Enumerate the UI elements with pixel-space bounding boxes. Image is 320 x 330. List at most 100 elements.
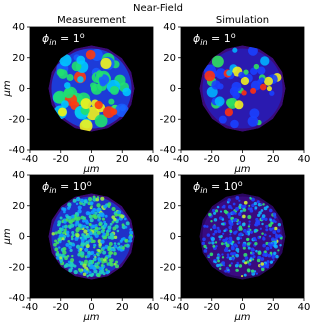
speckle	[248, 262, 252, 266]
speckle	[71, 243, 74, 246]
speckle	[89, 264, 94, 268]
speckle	[225, 98, 235, 107]
speckle	[57, 107, 67, 117]
annotation: ϕin = 10o	[42, 179, 92, 195]
speckle	[102, 232, 106, 237]
speckle	[238, 203, 242, 207]
speckle	[249, 259, 252, 262]
speckle	[96, 207, 101, 213]
speckle	[105, 270, 109, 275]
speckle	[238, 225, 243, 230]
speckle	[63, 220, 67, 224]
speckle	[248, 220, 251, 223]
speckle	[242, 243, 246, 248]
speckle	[53, 242, 57, 247]
speckle	[79, 247, 83, 251]
annotation: ϕin = 1o	[193, 31, 236, 47]
speckle	[111, 220, 115, 224]
speckle	[85, 49, 96, 60]
speckle	[115, 260, 119, 264]
speckle	[100, 264, 104, 267]
speckle	[270, 237, 275, 242]
speckle	[107, 205, 111, 208]
speckle	[73, 270, 78, 275]
speckle	[216, 226, 220, 230]
speckle	[250, 67, 258, 75]
speckle	[66, 74, 74, 82]
speckle	[210, 220, 213, 223]
y-tick-label: 40	[163, 170, 176, 181]
speckle	[255, 249, 258, 253]
speckle	[56, 250, 59, 254]
speckle	[254, 223, 257, 227]
speckle	[228, 219, 232, 223]
speckle	[117, 210, 122, 215]
speckle	[252, 236, 257, 241]
speckle	[222, 232, 225, 235]
speckle	[269, 218, 273, 222]
speckle	[247, 269, 251, 273]
speckle	[115, 264, 120, 269]
speckle	[77, 223, 82, 228]
speckle	[63, 88, 74, 99]
speckle	[68, 219, 72, 224]
speckle	[92, 197, 97, 202]
speckle	[108, 242, 113, 246]
speckle	[214, 96, 225, 107]
speckle	[226, 256, 229, 259]
speckle	[220, 242, 224, 246]
speckle	[234, 263, 239, 268]
speckle	[93, 231, 97, 236]
speckle	[123, 217, 127, 221]
speckle	[103, 204, 108, 209]
speckle	[112, 226, 117, 231]
speckle	[271, 227, 275, 230]
speckle	[70, 267, 74, 270]
y-tick-label: -40	[9, 145, 25, 156]
speckle	[205, 225, 209, 228]
speckle	[232, 202, 236, 206]
y-tick-label: -40	[160, 293, 176, 304]
speckle	[111, 206, 116, 212]
speckle	[117, 247, 121, 251]
speckle	[211, 55, 224, 68]
speckle	[125, 243, 130, 248]
annotation-text: = 1	[208, 32, 231, 45]
speckle	[254, 206, 258, 210]
speckle	[82, 216, 86, 220]
speckle	[243, 69, 249, 75]
speckle	[94, 262, 99, 267]
speckle	[214, 230, 218, 234]
speckle	[271, 222, 274, 225]
y-tick-label: -40	[9, 293, 25, 304]
speckle	[103, 224, 107, 228]
speckle	[61, 237, 65, 241]
speckle	[109, 85, 119, 95]
speckle	[97, 249, 101, 253]
speckle	[215, 68, 227, 80]
speckle	[98, 242, 102, 247]
speckle	[83, 268, 87, 273]
speckle	[68, 263, 73, 268]
annotation-superscript: o	[80, 31, 85, 40]
speckle	[224, 108, 233, 117]
figure: Near-Field -40 -20 0 20 40-40-2002040Measure…	[2, 3, 310, 323]
speckle	[102, 250, 107, 255]
speckle	[226, 70, 233, 76]
annotation: ϕin = 10o	[193, 179, 243, 195]
speckle	[109, 232, 114, 237]
speckle	[210, 237, 215, 241]
speckle	[103, 258, 107, 262]
speckle	[88, 231, 93, 236]
speckle	[247, 207, 251, 211]
speckle	[99, 79, 107, 87]
speckle	[265, 264, 269, 268]
speckle	[54, 231, 58, 235]
speckle	[82, 272, 87, 277]
speckle	[62, 250, 67, 255]
speckle	[102, 229, 106, 232]
x-tick-label: 0	[88, 302, 94, 313]
speckle	[221, 256, 225, 259]
speckle	[79, 236, 83, 240]
speckle	[87, 250, 91, 255]
